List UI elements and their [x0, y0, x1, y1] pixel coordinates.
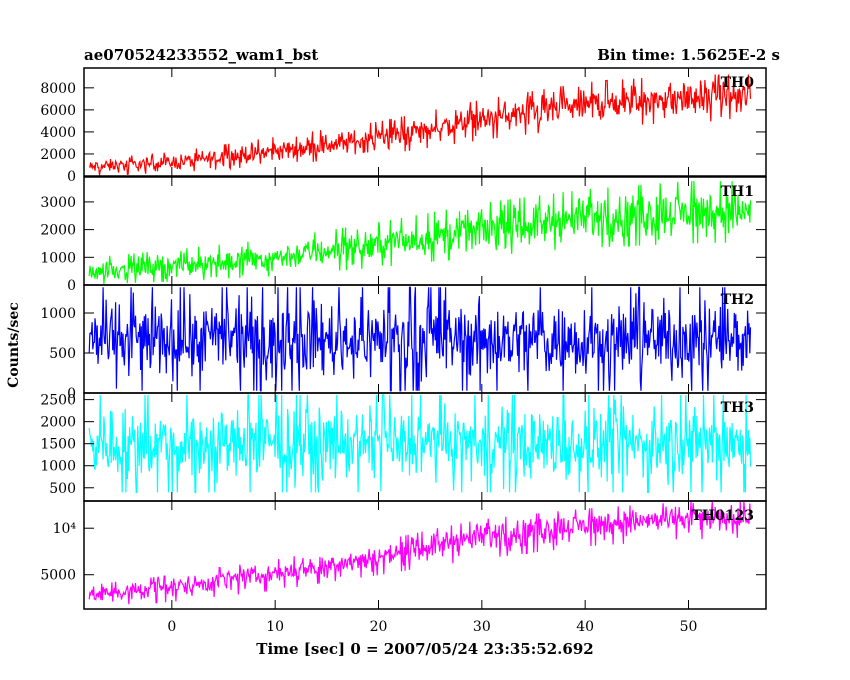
y-tick-label: 2500	[40, 393, 76, 409]
y-tick-label: 5000	[40, 568, 76, 584]
y-tick-label: 0	[67, 386, 76, 402]
y-tick-label: 10⁴	[53, 521, 77, 537]
panel-frame-th1	[83, 176, 767, 286]
target-id-label: ae070524233552_wam1_bst	[84, 46, 318, 64]
y-tick-label: 1000	[40, 250, 76, 266]
series-th2-line	[88, 286, 752, 392]
x-axis-label: Time [sec] 0 = 2007/05/24 23:35:52.692	[256, 640, 593, 658]
bin-time-label: Bin time: 1.5625E-2 s	[597, 46, 780, 64]
panel-label-th3: TH3	[721, 400, 754, 416]
series-th3-line	[88, 394, 752, 493]
panel-label-th2: TH2	[721, 292, 754, 308]
y-tick-label: 2000	[40, 147, 76, 163]
x-tick-label: 40	[576, 619, 594, 635]
y-tick-label: 6000	[40, 103, 76, 119]
series-th0123-line	[88, 501, 752, 605]
y-tick-label: 0	[67, 169, 76, 185]
y-tick-label: 8000	[40, 81, 76, 97]
panel-label-th0: TH0	[721, 75, 755, 91]
y-tick-label: 4000	[40, 125, 76, 141]
series-th1-line	[88, 181, 752, 284]
y-axis-label: Counts/sec	[6, 302, 22, 388]
x-tick-label: 20	[370, 619, 388, 635]
panel-frame-th0	[83, 67, 767, 177]
y-tick-label: 1500	[40, 437, 76, 453]
y-tick-label: 1000	[40, 306, 76, 322]
y-tick-label: 3000	[40, 195, 76, 211]
y-tick-label: 2000	[40, 223, 76, 239]
panel-frame-th0123	[83, 500, 767, 610]
x-tick-label: 50	[680, 619, 698, 635]
y-tick-label: 0	[67, 278, 76, 294]
y-tick-label: 2000	[40, 415, 76, 431]
panel-label-th0123: TH0123	[691, 508, 754, 524]
y-tick-label: 500	[49, 481, 76, 497]
x-tick-label: 30	[473, 619, 491, 635]
x-tick-label: 10	[266, 619, 284, 635]
panel-label-th1: TH1	[721, 184, 754, 200]
y-tick-label: 500	[49, 346, 76, 362]
series-th0-line	[88, 74, 752, 176]
x-tick-label: 0	[167, 619, 176, 635]
y-tick-label: 1000	[40, 459, 76, 475]
